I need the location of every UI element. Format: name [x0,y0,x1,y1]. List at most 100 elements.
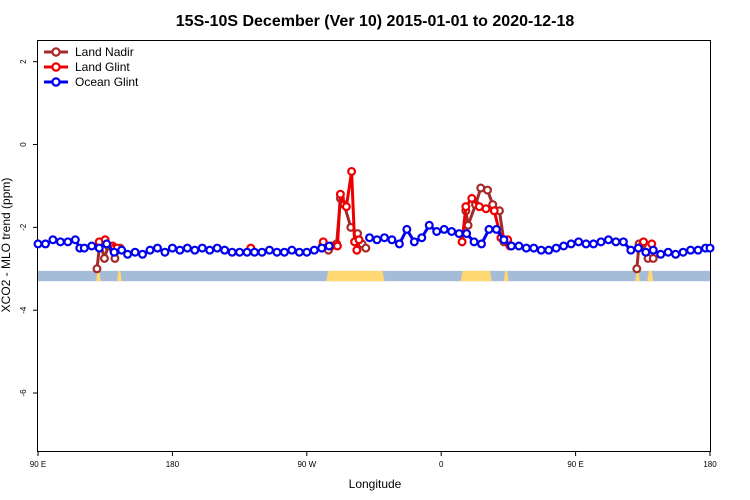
x-tick-label-0: 90 E [30,460,46,469]
ocean-glint-point [641,247,651,257]
land-nadir-point [648,253,658,263]
ocean-glint-point [372,235,382,245]
land-band-3 [460,270,492,282]
land-glint-point [352,245,362,255]
ocean-glint-point [309,245,319,255]
ocean-glint-point [536,245,546,255]
land-nadir-point [92,264,102,274]
ocean-glint-point [250,247,260,257]
ocean-glint-point [439,224,449,234]
ocean-glint-point [454,229,464,239]
ocean-glint-point [160,247,170,257]
ocean-glint-point [379,233,389,243]
ocean-glint-point [432,227,442,237]
land-nadir-point [361,243,371,253]
land-nadir-point [632,264,642,274]
land-glint-point [332,241,342,251]
y-tick-label-0: 2 [19,59,28,64]
land-glint-point [461,202,471,212]
ocean-glint-point [656,249,666,259]
land-band-5 [635,270,640,282]
ocean-glint-point [589,239,599,249]
legend-label-land-glint: Land Glint [75,60,130,74]
legend-marker-land-glint [51,62,61,72]
ocean-glint-point [491,224,501,234]
ocean-glint-point [152,243,162,253]
legend-label-land-nadir: Land Nadir [75,45,134,59]
ocean-glint-point [663,247,673,257]
ocean-glint-point [693,245,703,255]
ocean-glint-point [182,243,192,253]
land-glint-point [347,166,357,176]
land-nadir-point [99,253,109,263]
ocean-glint-point [574,237,584,247]
land-glint-point [341,202,351,212]
ocean-glint-point [87,241,97,251]
ocean-glint-point [302,247,312,257]
ocean-glint-point [611,237,621,247]
x-tick-label-2: 90 W [297,460,316,469]
ocean-glint-point [212,243,222,253]
land-band-1 [117,270,122,282]
ocean-glint-point [484,224,494,234]
land-band-0 [96,270,101,282]
ocean-glint-point [279,247,289,257]
y-tick-label-3: -4 [19,306,28,314]
ocean-glint-point [678,247,688,257]
y-tick-label-2: -2 [19,223,28,231]
land-glint-point [467,193,477,203]
ocean-glint-point [544,245,554,255]
ocean-glint-point [48,235,58,245]
ocean-glint-point [94,243,104,253]
ocean-glint-point [424,220,434,230]
ocean-glint-point [272,247,282,257]
y-tick-label-1: 0 [19,142,28,147]
land-nadir-point [482,185,492,195]
ocean-glint-point [469,237,479,247]
land-glint-point [639,237,649,247]
ocean-glint-point [40,239,50,249]
ocean-glint-point [402,224,412,234]
ocean-glint-point [145,245,155,255]
ocean-glint-point [648,245,658,255]
ocean-glint-point [33,239,43,249]
ocean-glint-point [130,247,140,257]
ocean-glint-point [55,237,65,247]
legend-marker-land-nadir [51,47,61,57]
ocean-glint-point [365,233,375,243]
ocean-glint-point [529,243,539,253]
ocean-glint-point [626,245,636,255]
ocean-glint-point [220,245,230,255]
ocean-glint-point [109,247,119,257]
ocean-glint-point [70,235,80,245]
x-axis-label: Longitude [349,477,402,491]
ocean-glint-point [551,243,561,253]
ocean-glint-point [506,241,516,251]
ocean-glint-point [123,249,133,259]
ocean-glint-point [63,237,73,247]
y-axis: 2 0 -2 -4 -6 [19,59,38,397]
ocean-glint-point [514,241,524,251]
ocean-glint-point [190,245,200,255]
ocean-glint-point [102,239,112,249]
ocean-glint-point [686,245,696,255]
y-axis-label: XCO2 - MLO trend (ppm) [0,178,13,313]
ocean-glint-point [175,245,185,255]
land-glint-point [457,237,467,247]
land-glint-point [335,189,345,199]
series-layer [33,166,715,274]
ocean-glint-point [447,227,457,237]
ocean-glint-point [477,239,487,249]
ocean-glint-point [387,235,397,245]
x-tick-label-5: 180 [703,460,717,469]
ocean-glint-point [603,235,613,245]
land-nadir-point [463,220,473,230]
ocean-glint-point [633,243,643,253]
ocean-glint-point [317,243,327,253]
ocean-glint-point [462,229,472,239]
ocean-glint-point [294,247,304,257]
land-sea-band [38,270,710,282]
ocean-glint-point [235,247,245,257]
